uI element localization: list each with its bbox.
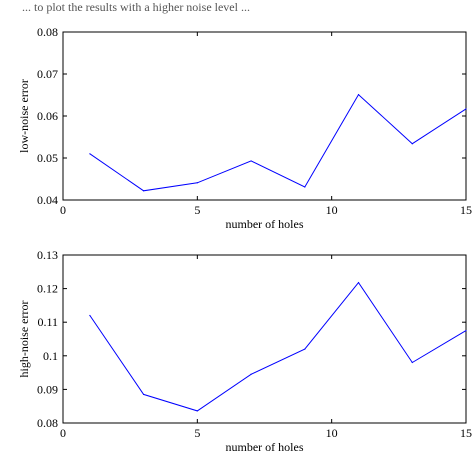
high-noise-y-tick-label: 0.1 [43,349,58,363]
low-noise-x-tick-label: 15 [460,203,472,217]
high-noise-y-tick-label: 0.11 [37,315,58,329]
high-noise-x-tick-label: 15 [460,426,472,440]
low-noise-data-point [196,182,198,184]
chart-low-noise: 0 5 10 15 0.04 0.05 0.06 0.07 0.08 number of hole… [17,25,472,231]
high-noise-data-point [411,361,413,364]
high-noise-data-point [250,373,252,375]
high-noise-series-line [89,281,467,412]
low-noise-data-point [465,108,467,110]
high-noise-y-tick-label: 0.12 [37,282,58,296]
high-noise-data-point [357,281,360,284]
low-noise-data-point [89,153,91,155]
low-noise-y-tick-label: 0.08 [37,25,58,39]
low-noise-y-axis-label: low-noise error [17,79,31,153]
caption-fragment: ... to plot the results with a higher no… [22,0,250,14]
low-noise-y-tick-label: 0.04 [37,193,58,207]
high-noise-y-tick-label: 0.09 [37,382,58,396]
low-noise-data-point [304,186,306,188]
high-noise-x-axis-label: number of holes [226,440,304,454]
high-noise-data-point [196,410,198,412]
high-noise-x-tick-label: 5 [194,426,200,440]
high-noise-plot-frame [62,254,467,424]
high-noise-data-point [304,348,306,350]
low-noise-y-tick-label: 0.06 [37,109,58,123]
low-noise-data-point [250,160,252,162]
high-noise-y-axis-label: high-noise error [17,301,31,378]
high-noise-data-point [89,314,91,317]
high-noise-y-tick-label: 0.08 [37,416,58,430]
high-noise-data-point [465,330,467,332]
high-noise-data-point [143,393,145,396]
low-noise-x-tick-label: 5 [194,203,200,217]
low-noise-plot-frame [62,31,467,201]
low-noise-y-tick-label: 0.07 [37,67,58,81]
low-noise-y-tick-label: 0.05 [37,151,58,165]
high-noise-x-tick-label: 10 [326,426,338,440]
low-noise-x-axis-label: number of holes [226,217,304,231]
high-noise-x-tick-label: 0 [60,426,66,440]
low-noise-data-point [357,93,360,96]
high-noise-y-tick-label: 0.13 [37,248,58,262]
low-noise-x-tick-label: 10 [326,203,338,217]
chart-high-noise: 0 5 10 15 0.08 0.09 0.1 0.11 0.12 0.13 number of h… [17,248,472,454]
low-noise-data-point [411,143,413,145]
low-noise-data-point [143,190,145,192]
low-noise-series-line [89,93,467,192]
low-noise-x-tick-label: 0 [60,203,66,217]
